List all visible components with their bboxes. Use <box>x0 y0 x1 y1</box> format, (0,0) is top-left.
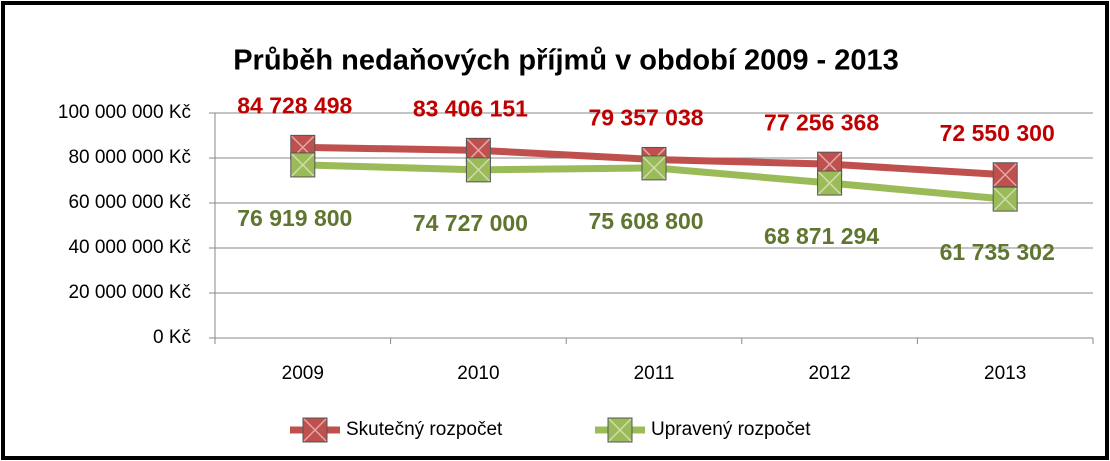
data-label: 72 550 300 <box>940 120 1055 146</box>
data-label: 61 735 302 <box>940 239 1055 265</box>
point-marker-cross <box>642 156 666 180</box>
point-marker-cross <box>993 187 1017 211</box>
legend-marker-cross <box>303 418 327 442</box>
y-tick-label: 0 Kč <box>153 327 191 348</box>
y-tick-label: 40 000 000 Kč <box>68 237 191 258</box>
x-tick-label: 2013 <box>984 363 1026 384</box>
data-label: 74 727 000 <box>413 210 528 236</box>
legend-label: Skutečný rozpočet <box>346 419 503 440</box>
data-label: 79 357 038 <box>588 105 703 131</box>
x-tick-label: 2010 <box>457 363 499 384</box>
y-tick-label: 80 000 000 Kč <box>68 147 191 168</box>
x-tick-label: 2012 <box>808 363 850 384</box>
legend-label: Upravený rozpočet <box>651 419 811 440</box>
x-tick-label: 2011 <box>634 363 675 384</box>
data-label: 76 919 800 <box>237 205 352 231</box>
data-label: 68 871 294 <box>764 223 879 249</box>
data-label: 83 406 151 <box>413 95 528 121</box>
chart-title: Průběh nedaňových příjmů v období 2009 -… <box>233 45 899 77</box>
data-label: 84 728 498 <box>237 92 352 118</box>
point-marker-cross <box>993 163 1017 187</box>
point-marker-cross <box>818 171 842 195</box>
point-marker-cross <box>466 158 490 182</box>
y-tick-label: 100 000 000 Kč <box>58 102 191 123</box>
x-tick-label: 2009 <box>282 363 324 384</box>
data-label: 75 608 800 <box>588 208 703 234</box>
data-label: 77 256 368 <box>764 109 879 135</box>
y-tick-label: 60 000 000 Kč <box>68 192 191 213</box>
y-tick-label: 20 000 000 Kč <box>68 282 191 303</box>
legend-marker-cross <box>608 418 632 442</box>
point-marker-cross <box>291 153 315 177</box>
